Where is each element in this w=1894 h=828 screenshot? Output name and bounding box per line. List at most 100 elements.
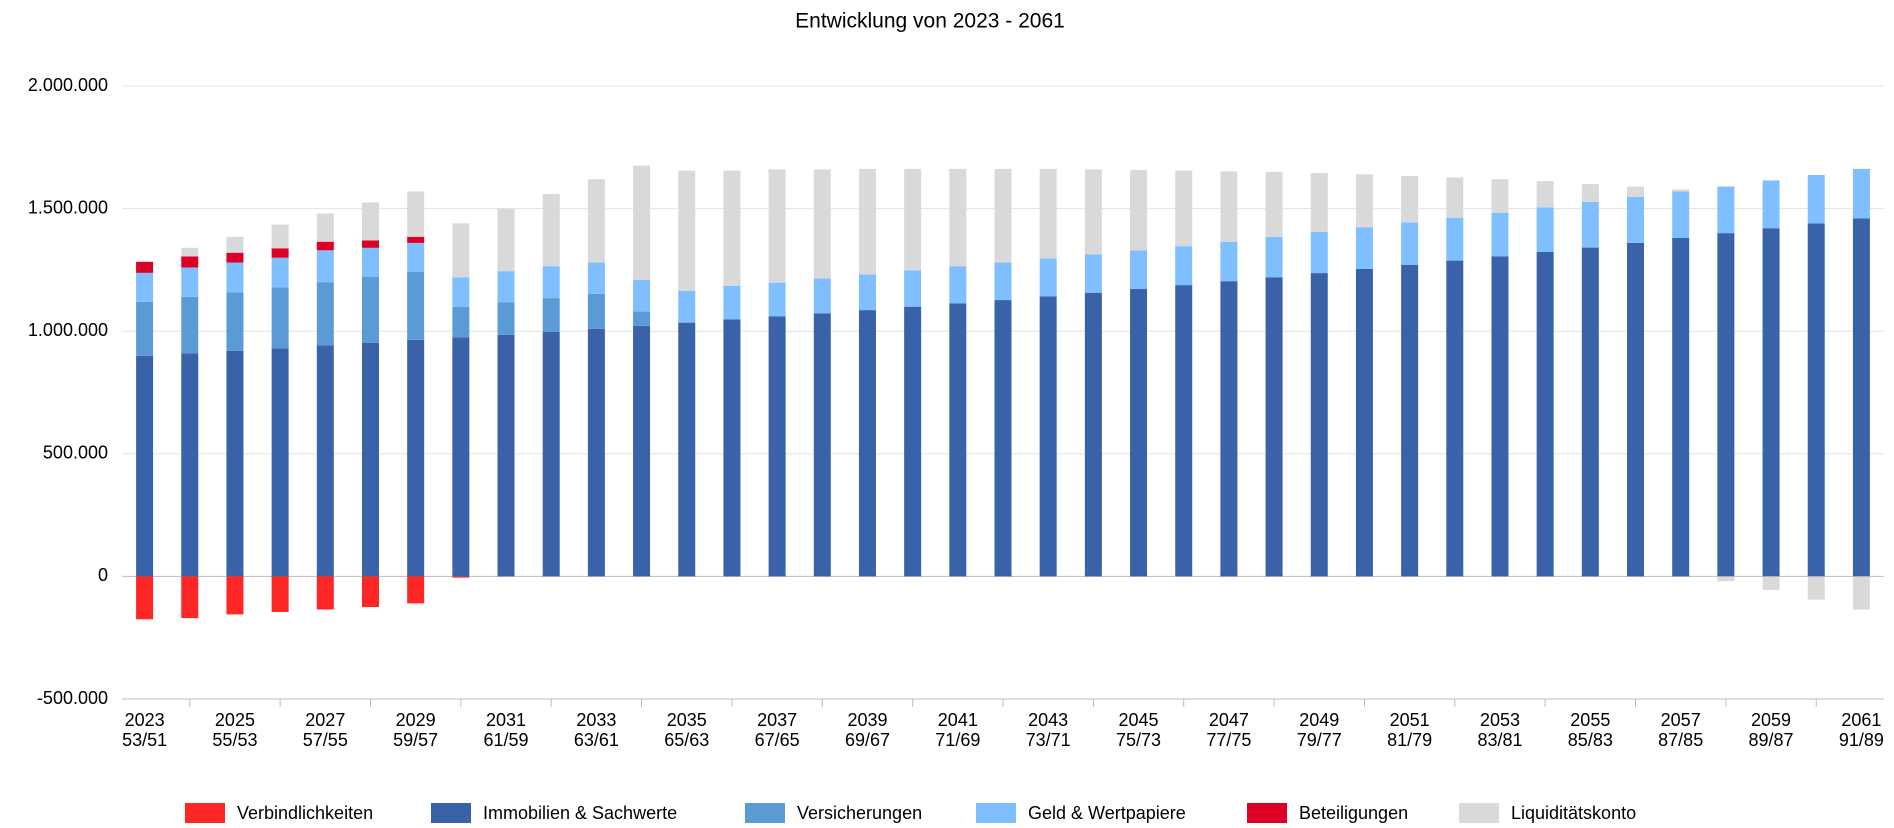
legend-swatch xyxy=(431,803,471,823)
bar-segment xyxy=(1491,256,1509,577)
bar-segment xyxy=(904,270,922,307)
bar-segment xyxy=(858,310,876,577)
bar-segment xyxy=(271,287,289,349)
bar-segment xyxy=(136,355,154,577)
x-tick-label: 2053 xyxy=(1480,710,1520,730)
x-tick-label: 2057 xyxy=(1661,710,1701,730)
bar-segment xyxy=(994,300,1012,577)
x-tick-label: 2041 xyxy=(938,710,978,730)
bar-segment xyxy=(1039,168,1057,259)
bar-segment xyxy=(226,252,244,263)
x-tick-sublabel: 89/87 xyxy=(1749,730,1794,750)
bar-segment xyxy=(994,168,1012,263)
bar-segment xyxy=(723,319,741,577)
bar-segment xyxy=(226,262,244,293)
bar-segment xyxy=(587,179,605,263)
x-tick-label: 2045 xyxy=(1119,710,1159,730)
bar-segment xyxy=(316,250,334,283)
bar-segment xyxy=(1536,252,1554,577)
bar-segment xyxy=(316,213,334,242)
bar-segment xyxy=(271,224,289,249)
bar-segment xyxy=(633,311,651,326)
x-tick-label: 2043 xyxy=(1028,710,1068,730)
x-tick-label: 2033 xyxy=(576,710,616,730)
bar-segment xyxy=(226,576,244,615)
bar-segment xyxy=(271,248,289,258)
bar-segment xyxy=(587,262,605,294)
legend-label: Liquiditätskonto xyxy=(1511,803,1636,823)
bar-segment xyxy=(136,301,154,356)
bar-segment xyxy=(1627,186,1645,197)
legend-label: Immobilien & Sachwerte xyxy=(483,803,677,823)
bar-segment xyxy=(1717,576,1735,582)
x-tick-label: 2023 xyxy=(125,710,165,730)
bar-segment xyxy=(1581,184,1599,202)
bar-segment xyxy=(904,168,922,271)
legend-swatch xyxy=(1459,803,1499,823)
bar-segment xyxy=(1762,576,1780,590)
x-tick-sublabel: 55/53 xyxy=(212,730,257,750)
bar-segment xyxy=(1762,180,1780,229)
bar-segment xyxy=(407,271,425,340)
x-tick-sublabel: 81/79 xyxy=(1387,730,1432,750)
bar-segment xyxy=(226,292,244,351)
bar-segment xyxy=(136,576,154,620)
bar-segment xyxy=(1265,171,1283,237)
x-tick-sublabel: 83/81 xyxy=(1477,730,1522,750)
bar-segment xyxy=(181,296,199,354)
bar-segment xyxy=(858,168,876,275)
y-tick-label: 1.000.000 xyxy=(28,320,108,340)
x-tick-sublabel: 85/83 xyxy=(1568,730,1613,750)
bar-segment xyxy=(226,236,244,253)
bar-segment xyxy=(497,302,515,335)
bar-segment xyxy=(136,272,154,302)
bar-segment xyxy=(723,170,741,286)
bar-segment xyxy=(587,293,605,329)
bar-segment xyxy=(542,298,560,332)
x-tick-label: 2049 xyxy=(1299,710,1339,730)
bar-segment xyxy=(1627,242,1645,577)
bar-segment xyxy=(181,576,199,619)
bar-segment xyxy=(1672,191,1690,239)
bar-segment xyxy=(1084,292,1102,577)
x-tick-sublabel: 63/61 xyxy=(574,730,619,750)
y-tick-label: 0 xyxy=(98,565,108,585)
bar-segment xyxy=(1807,175,1825,224)
bar-segment xyxy=(181,267,199,297)
x-tick-label: 2059 xyxy=(1751,710,1791,730)
bar-segment xyxy=(1355,268,1373,577)
bar-segment xyxy=(1310,173,1328,232)
bar-segment xyxy=(271,257,289,288)
x-tick-sublabel: 69/67 xyxy=(845,730,890,750)
x-tick-sublabel: 91/89 xyxy=(1839,730,1884,750)
x-tick-label: 2029 xyxy=(396,710,436,730)
bar-segment xyxy=(1581,201,1599,248)
x-tick-sublabel: 67/65 xyxy=(755,730,800,750)
bar-segment xyxy=(858,274,876,311)
bar-segment xyxy=(1310,231,1328,274)
bar-segment xyxy=(1265,277,1283,577)
bar-segment xyxy=(542,193,560,267)
bar-segment xyxy=(1130,169,1148,251)
x-tick-sublabel: 77/75 xyxy=(1206,730,1251,750)
bar-segment xyxy=(407,236,425,243)
x-tick-label: 2027 xyxy=(305,710,345,730)
bar-segment xyxy=(361,202,379,241)
y-tick-label: -500.000 xyxy=(37,688,108,708)
bar-segment xyxy=(1355,227,1373,269)
bar-segment xyxy=(904,306,922,577)
bar-segment xyxy=(949,303,967,577)
bar-segment xyxy=(1536,181,1554,208)
bar-segment xyxy=(678,170,696,291)
x-tick-label: 2061 xyxy=(1841,710,1881,730)
x-tick-label: 2037 xyxy=(757,710,797,730)
legend-swatch xyxy=(1247,803,1287,823)
bar-segment xyxy=(1762,228,1780,577)
bar-segment xyxy=(1401,222,1419,265)
bar-segment xyxy=(407,191,425,237)
bar-segment xyxy=(678,322,696,577)
bar-segment xyxy=(813,313,831,577)
bar-segment xyxy=(949,168,967,267)
bar-segment xyxy=(1581,247,1599,577)
bar-segment xyxy=(723,285,741,320)
